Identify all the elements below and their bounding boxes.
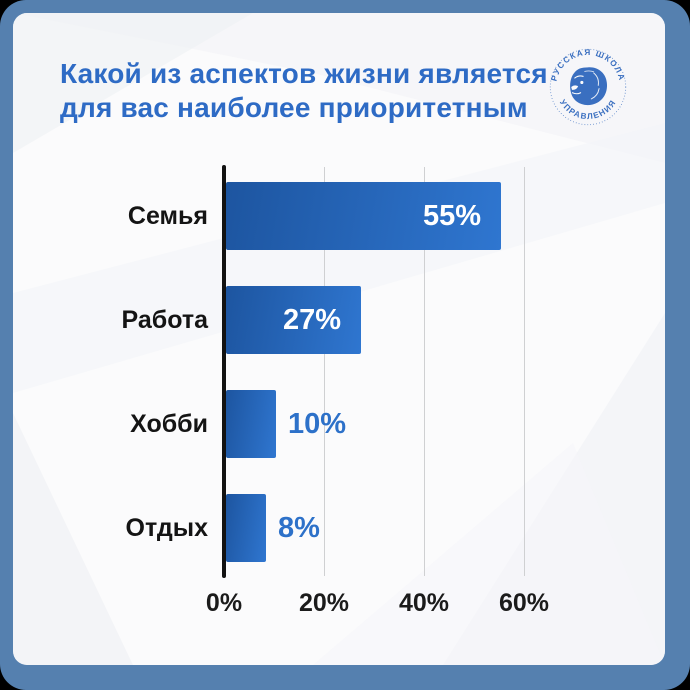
infographic-card: Какой из аспектов жизни является для вас …: [13, 13, 665, 665]
logo-dotted-ring: [549, 48, 627, 126]
bar-value-label: 55%: [422, 200, 481, 232]
bar-value-label: 10%: [288, 408, 347, 440]
x-tick-label: 40%: [398, 589, 450, 617]
gridline: [324, 167, 325, 576]
category-label: Отдых: [125, 514, 208, 542]
chart-title-line-1: Какой из аспектов жизни является: [60, 58, 548, 89]
chart-title-line-2: для вас наиболее приоритетным: [60, 92, 528, 123]
bar: [226, 390, 276, 458]
chart-title: Какой из аспектов жизни является для вас …: [60, 57, 548, 125]
lion-icon: [570, 67, 608, 106]
school-logo: РУССКАЯ ШКОЛА УПРАВЛЕНИЯ: [549, 48, 627, 126]
bar-chart: 0% 20% 40% 60% Семья 55% Работа 27% Хобби 10% Отды…: [13, 13, 665, 665]
bar-value-label: 8%: [278, 512, 320, 544]
bar: [226, 286, 361, 354]
bar: [226, 182, 501, 250]
x-tick-label: 20%: [298, 589, 350, 617]
x-tick-label: 0%: [205, 589, 243, 617]
category-label: Работа: [121, 306, 209, 334]
category-label: Семья: [127, 202, 208, 230]
gridline: [524, 167, 525, 576]
x-tick-label: 60%: [498, 589, 550, 617]
bar: [226, 494, 266, 562]
category-label: Хобби: [130, 410, 208, 438]
y-axis-line: [222, 165, 226, 578]
background-texture: [13, 13, 665, 665]
gridline: [424, 167, 425, 576]
bar-value-label: 27%: [282, 304, 341, 336]
